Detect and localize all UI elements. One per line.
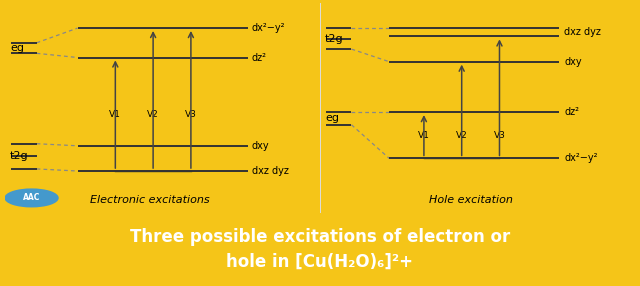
Text: AAC: AAC <box>23 193 40 202</box>
Text: dxz dyz: dxz dyz <box>252 166 289 176</box>
Text: t2g: t2g <box>325 33 344 43</box>
Text: V2: V2 <box>147 110 159 119</box>
Text: eg: eg <box>325 114 339 124</box>
Text: Hole excitation: Hole excitation <box>429 195 513 205</box>
Circle shape <box>5 189 58 207</box>
Text: V3: V3 <box>493 131 506 140</box>
Text: dz²: dz² <box>564 107 579 117</box>
Text: V1: V1 <box>418 131 430 140</box>
Text: t2g: t2g <box>10 151 29 161</box>
Text: V3: V3 <box>185 110 197 119</box>
Text: dxy: dxy <box>564 57 582 67</box>
Text: dxz dyz: dxz dyz <box>564 27 601 37</box>
Text: Three possible excitations of electron or
hole in [Cu(H₂O)₆]²+: Three possible excitations of electron o… <box>130 228 510 271</box>
Text: dx²−y²: dx²−y² <box>252 23 285 33</box>
Text: eg: eg <box>10 43 24 53</box>
Text: dx²−y²: dx²−y² <box>564 153 598 163</box>
Text: V2: V2 <box>456 131 468 140</box>
Text: V1: V1 <box>109 110 121 119</box>
Text: dz²: dz² <box>252 53 267 63</box>
Text: Electronic excitations: Electronic excitations <box>90 195 210 205</box>
Text: dxy: dxy <box>252 141 269 151</box>
